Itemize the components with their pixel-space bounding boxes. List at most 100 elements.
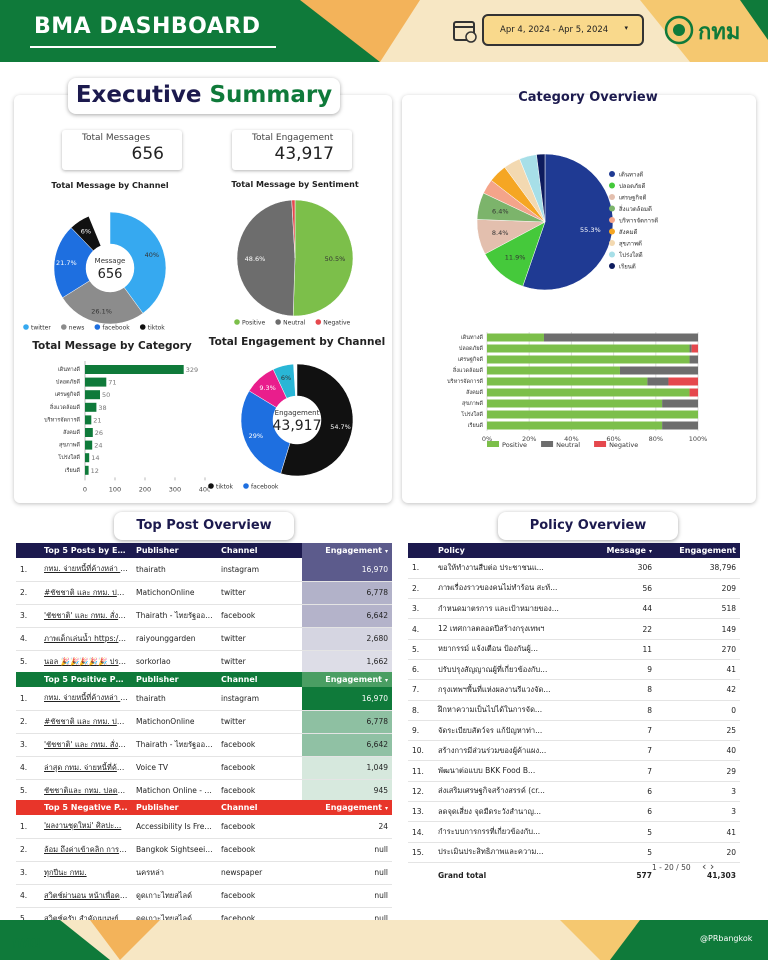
legend-label: tiktok	[148, 324, 166, 331]
row-index: 9.	[408, 720, 434, 742]
x-tick-label: 40%	[564, 435, 578, 443]
table-cell: null	[302, 884, 392, 908]
row-index: 2.	[16, 581, 40, 605]
legend-swatch	[609, 228, 615, 235]
x-tick-label: 100%	[689, 435, 708, 443]
kpi-label: Total Messages	[82, 133, 151, 143]
table-cell: นครหล่า	[132, 861, 217, 885]
category-label: เศรษฐกิจดี	[55, 391, 81, 398]
table-cell: ชัชชาติและ กทม. ปลดหนี้...	[40, 779, 132, 803]
value-label: 50	[102, 391, 110, 399]
header-cell: Top 5 Positive Po...	[44, 675, 131, 684]
table-cell: 41	[656, 821, 740, 843]
row-index: 6.	[408, 659, 434, 681]
table-cell: 6,778	[302, 710, 392, 734]
bar-segment	[487, 344, 690, 353]
bar	[85, 428, 93, 437]
bar-segment	[668, 377, 698, 386]
kpi-value: 43,917	[274, 144, 334, 164]
table-row: 6. ปรับปรุงสัญญาณผู้ที่เกี่ยวข้องกับ... 9 4…	[408, 659, 740, 681]
header-cell: Top 5 Negative P...	[44, 803, 128, 812]
table-row: 3. 'ชัชชาติ' และ กทม. สั่งจ่าย... Thairath…	[16, 733, 392, 757]
bar	[85, 365, 184, 374]
table-cell: 6,642	[302, 604, 392, 628]
table-cell: 3	[656, 801, 740, 823]
table-cell: 149	[656, 618, 740, 640]
legend-label: เดินทางดี	[619, 171, 643, 179]
table-cell: raiyounggarden	[132, 627, 217, 651]
table-cell: 22	[574, 618, 656, 640]
center-value: 656	[98, 267, 123, 282]
header-cell: Channel	[221, 675, 258, 684]
legend-swatch	[60, 324, 67, 330]
table-cell: หยากรรม์ แจ้งเตือน ป้องกันผู้...	[434, 639, 574, 660]
footer-handle: @PRbangkok	[700, 934, 753, 943]
data-table: Top 5 Positive Po... Publisher Channel Enga…	[16, 672, 392, 803]
table-cell: ล่าสุด กทม. จ่ายหนี้ที่ค้างหล...	[40, 756, 132, 780]
bar	[85, 453, 90, 463]
dashboard-title: BMA DASHBOARD	[34, 14, 261, 39]
legend-label: ปลอดภัยดี	[619, 182, 645, 190]
row-index: 11.	[408, 760, 434, 782]
row-index: 4.	[408, 618, 434, 640]
row-index: 1.	[16, 687, 40, 711]
table-cell: facebook	[217, 756, 302, 780]
chart: Total Message by Channel 40% 26.1% 21.7% 6% M…	[23, 181, 169, 331]
header-cell: Publisher	[136, 803, 179, 812]
legend-label: facebook	[102, 324, 130, 331]
legend-label: Neutral	[283, 319, 305, 326]
table-cell: ภาพเด็กเล่นน้ำ https://t.co...	[40, 627, 132, 651]
header-row: Top 5 Negative P... Publisher Channel Engag…	[16, 800, 392, 815]
row-index: 1.	[16, 815, 40, 839]
header-row: Policy Message ▾ Engagement	[408, 543, 740, 558]
kpi-card: Total Messages 656	[62, 130, 182, 170]
table-cell: 42	[656, 679, 740, 701]
legend-swatch	[609, 194, 615, 200]
table-cell: #ชัชชาติ และ กทม. ปลดหนี้...	[40, 710, 132, 734]
table-cell: 56	[574, 578, 656, 600]
title-part: Summary	[209, 82, 333, 108]
title-part: Executive	[75, 82, 202, 108]
row-index: 5.	[16, 779, 40, 803]
header-row: Top 5 Positive Po... Publisher Channel Enga…	[16, 672, 392, 687]
sort-icon: ▾	[384, 677, 388, 684]
table-cell: Thairath - ไทยรัฐออนไ...	[132, 604, 217, 628]
table-cell: newspaper	[217, 861, 302, 885]
table-cell: Matichon Online - มติ...	[132, 779, 217, 803]
bar	[85, 440, 93, 450]
value-label: 21.7%	[56, 259, 77, 267]
bar-segment	[487, 377, 648, 386]
table-cell: จัดระเบียบสัตว์จร แก้ปัญหาท่า...	[434, 720, 574, 742]
row-index: 2.	[16, 710, 40, 734]
table-row: 7. กรุงเทพฯพื้นที่แห่งผลงานรีแวงจัด... 8 42	[408, 679, 740, 701]
bar-segment	[487, 388, 690, 397]
table-cell: 16,970	[302, 558, 392, 582]
bar-segment	[662, 399, 698, 408]
legend-label: Negative	[323, 319, 350, 326]
table-row: 3. กำหนดมาตรการ และเป้าหมายของ... 44 518	[408, 598, 740, 620]
chart: Total Engagement by Channel 54.7% 29% 9.3% 6…	[208, 336, 385, 490]
bar-segment	[689, 344, 692, 353]
table-row: 1. กทม. จ่ายหนี้ที่ค้างหล่า 2... thairath i…	[16, 558, 392, 582]
date-picker[interactable]: Apr 4, 2024 - Apr 5, 2024 ▾	[482, 14, 644, 46]
table-cell: 16,970	[302, 687, 392, 711]
legend-swatch	[609, 182, 615, 189]
row-index: 2.	[408, 578, 434, 600]
row-index: 2.	[16, 838, 40, 862]
value-label: 71	[108, 379, 116, 387]
table-cell: 6	[574, 801, 656, 823]
legend-swatch	[487, 441, 499, 447]
value-label: 24	[94, 442, 102, 450]
x-tick-label: 20%	[522, 435, 536, 443]
pagination-controls[interactable]: ‹ ›	[702, 860, 715, 873]
table-cell: 6,778	[302, 581, 392, 605]
legend-swatch	[541, 441, 554, 447]
table-cell: twitter	[217, 581, 302, 605]
table-row: 2. ภาพเรื่องราวของคนไม่ทำร้อน สะท้... 56 20…	[408, 578, 740, 600]
legend-label: เรียนดี	[619, 263, 636, 271]
category-label: เดินทางดี	[461, 334, 484, 341]
value-label: 6%	[281, 374, 291, 382]
table-cell	[408, 862, 434, 888]
table-cell: ลดจุดเสี่ยง จุดมืดระวังสำนาญ...	[434, 801, 574, 823]
